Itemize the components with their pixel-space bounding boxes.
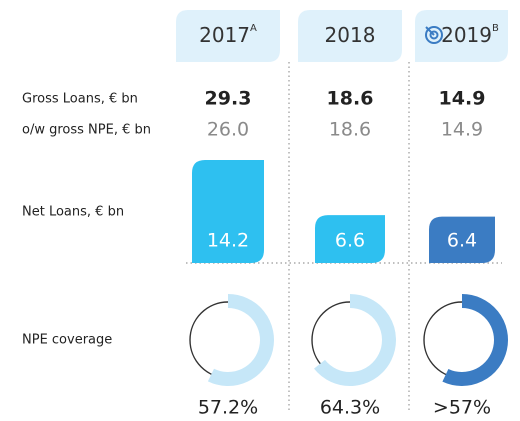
net-loans-value: 14.2 [207,230,249,252]
header-year: 2019 [441,23,492,47]
column-header: 2019B [441,23,499,47]
coverage-value: 57.2% [198,397,258,419]
gross-npe-value: 14.9 [441,119,483,141]
header-year: 2018 [325,23,376,47]
target-ring [429,30,439,40]
header-note: B [492,23,499,34]
column-header: 2017A [199,23,257,47]
net-loans-bar [315,215,385,263]
row-label: o/w gross NPE, € bn [22,123,151,138]
coverage-value: 64.3% [320,397,380,419]
gross-loans-value: 14.9 [439,88,486,110]
gross-loans-value: 29.3 [205,88,252,110]
net-loans-value: 6.6 [335,230,365,252]
header-year: 2017 [199,23,250,47]
gross-loans-value: 18.6 [327,88,374,110]
net-loans-value: 6.4 [447,230,477,252]
column-header: 2018 [325,23,376,47]
target-arrow [425,26,435,36]
header-note: A [250,23,257,34]
coverage-value: >57% [433,397,491,419]
header-tabs [176,10,508,62]
row-label: Net Loans, € bn [22,205,124,220]
net-loans-bar [429,216,495,263]
coverage-arc [442,294,508,386]
target-ring [425,26,443,44]
net-loans-bar [192,160,264,263]
coverage-arc [207,294,274,386]
header-tab [298,10,402,62]
header-tab [176,10,280,62]
target-icon [425,26,443,44]
coverage-arc [314,294,396,386]
header-tab [415,10,508,62]
row-label: NPE coverage [22,333,112,348]
gross-npe-value: 26.0 [207,119,249,141]
gross-npe-value: 18.6 [329,119,371,141]
row-label: Gross Loans, € bn [22,92,138,107]
